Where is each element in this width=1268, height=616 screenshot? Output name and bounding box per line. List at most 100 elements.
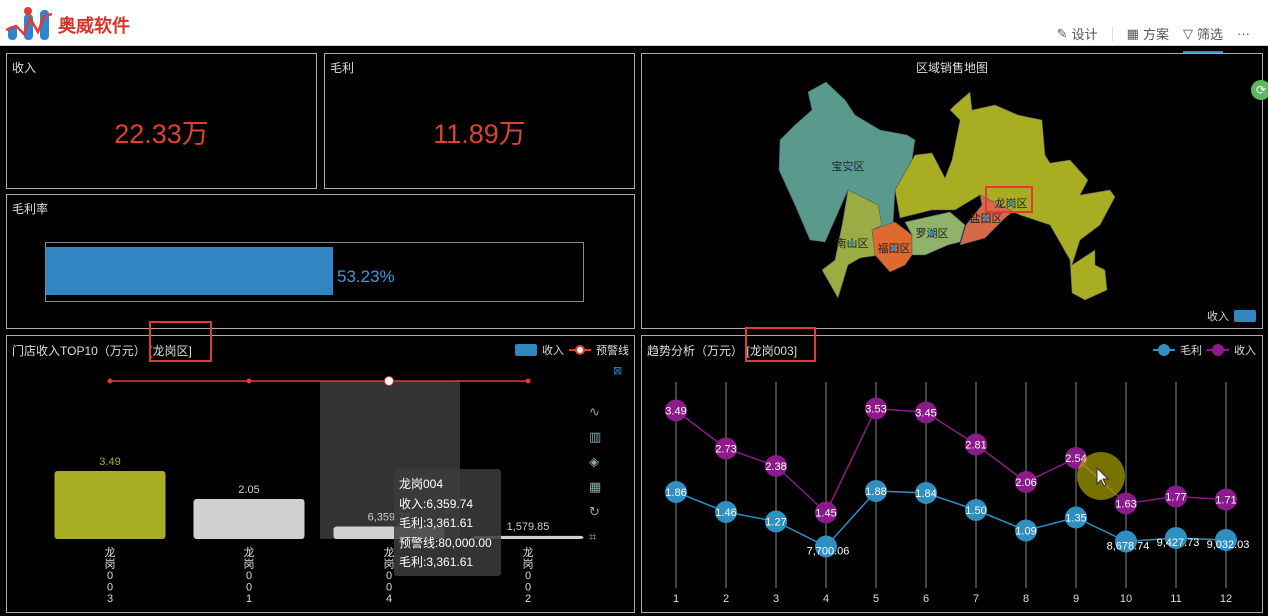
region-marker[interactable] — [849, 240, 855, 246]
data-point[interactable] — [965, 433, 987, 456]
bar-chart-icon[interactable]: ▥ — [589, 429, 602, 444]
card-title: 毛利率 — [12, 202, 49, 216]
region-marker[interactable] — [983, 215, 989, 221]
tooltip-line: 预警线:80,000.00 — [399, 535, 492, 550]
stack-icon[interactable]: ◈ — [589, 454, 599, 469]
data-point[interactable] — [1065, 506, 1087, 529]
legend-label: 收入 — [542, 345, 564, 357]
legend-label: 收入 — [1234, 345, 1256, 357]
data-point[interactable] — [1015, 519, 1037, 542]
x-axis-label: 1 — [673, 593, 679, 605]
warning-swatch — [569, 345, 591, 355]
data-point[interactable] — [715, 437, 737, 460]
data-point[interactable] — [915, 482, 937, 504]
warning-point[interactable] — [525, 378, 531, 384]
bar-legend[interactable]: 收入 预警线 — [515, 342, 629, 358]
brand-name: 奥威软件 — [58, 16, 130, 36]
map-region[interactable] — [894, 91, 1116, 301]
trend-legend[interactable]: 毛利 收入 — [1153, 342, 1256, 358]
warning-point[interactable] — [107, 378, 113, 384]
data-point[interactable] — [1015, 471, 1037, 493]
data-label: 1.45 — [815, 508, 836, 520]
x-axis-label: 龙岗 0 0 1 — [244, 546, 255, 605]
data-label: 2.54 — [1065, 453, 1086, 465]
line-chart-icon[interactable]: ∿ — [589, 404, 600, 419]
region-marker[interactable] — [891, 245, 897, 251]
map-region[interactable] — [904, 211, 966, 256]
revenue-swatch — [515, 344, 537, 356]
x-axis-label: 9 — [1073, 593, 1079, 605]
bar-value-label: 1,579.85 — [507, 521, 550, 533]
x-axis-label: 龙岗 0 0 4 — [384, 546, 395, 605]
region-marker[interactable] — [929, 230, 935, 236]
tooltip-line: 毛利:3,361.61 — [399, 516, 474, 530]
refresh-icon[interactable]: ⟳ — [1251, 80, 1268, 100]
data-point[interactable] — [915, 401, 937, 424]
map-legend[interactable]: 收入 — [1207, 308, 1256, 324]
app-header: 奥威软件 ✎ 设计 ▦ 方案 ▽ 筛选 ··· — [0, 0, 1268, 53]
data-label: 1.71 — [1215, 495, 1236, 507]
profit-card: 毛利 11.89万 — [324, 53, 635, 189]
data-point[interactable] — [1215, 488, 1237, 511]
bar[interactable] — [193, 499, 305, 539]
revenue-swatch — [1207, 344, 1229, 356]
design-button[interactable]: ✎ 设计 — [1057, 24, 1098, 43]
data-point[interactable] — [1165, 527, 1187, 549]
tile-icon[interactable]: ▦ — [589, 479, 602, 494]
data-point[interactable] — [865, 397, 887, 420]
data-label: 2.73 — [715, 444, 736, 456]
legend-label: 收入 — [1207, 311, 1229, 323]
data-label: 1.35 — [1065, 513, 1086, 525]
data-point[interactable] — [815, 535, 837, 558]
data-point[interactable] — [865, 480, 887, 502]
profit-value: 11.89万 — [433, 119, 526, 149]
bar[interactable] — [54, 470, 166, 539]
data-point[interactable] — [765, 510, 787, 533]
design-label: 设计 — [1071, 27, 1098, 42]
data-label: 1.09 — [1015, 526, 1036, 538]
x-axis-label: 11 — [1170, 593, 1181, 605]
zoom-select-icon[interactable]: ⊠ — [613, 365, 623, 377]
data-label: 8,678.74 — [1107, 541, 1150, 553]
margin-progress-fill — [46, 247, 333, 295]
more-button[interactable]: ··· — [1237, 26, 1250, 41]
x-axis-label: 5 — [873, 593, 879, 605]
x-axis-label: 3 — [773, 593, 779, 605]
data-point[interactable] — [1215, 529, 1237, 551]
data-point[interactable] — [765, 455, 787, 477]
data-point[interactable] — [1165, 485, 1187, 508]
margin-progress-track — [45, 242, 584, 302]
data-point[interactable] — [1115, 492, 1137, 515]
tooltip-line: 毛利:3,361.61 — [399, 555, 474, 569]
series-line — [675, 490, 1227, 548]
data-point[interactable] — [665, 399, 687, 422]
x-axis-label: 8 — [1023, 593, 1029, 605]
region-marker[interactable] — [845, 163, 851, 169]
x-axis-label: 4 — [823, 593, 829, 605]
filter-icon: ▽ — [1182, 25, 1193, 41]
data-label: 1.27 — [765, 517, 786, 529]
data-point[interactable] — [1115, 530, 1137, 553]
data-point[interactable] — [715, 501, 737, 523]
card-title: 收入 — [12, 61, 37, 75]
x-axis-label: 7 — [973, 593, 979, 605]
save-image-icon[interactable]: ⌗ — [589, 529, 597, 544]
restore-icon[interactable]: ↻ — [589, 504, 600, 519]
revenue-card: 收入 22.33万 — [6, 53, 317, 189]
scheme-button[interactable]: ▦ 方案 — [1127, 24, 1169, 43]
filter-button[interactable]: ▽ 筛选 — [1182, 24, 1223, 53]
data-point[interactable] — [965, 499, 987, 521]
warning-point[interactable] — [246, 378, 252, 384]
warning-point[interactable] — [384, 376, 394, 386]
data-label: 1.46 — [715, 507, 736, 519]
series-line — [675, 407, 1227, 514]
map-panel: 区域销售地图 宝安区南山区福田区罗湖区盐田区龙岗区 收入 ⟳ — [641, 53, 1268, 329]
data-point[interactable] — [665, 481, 687, 503]
shenzhen-map[interactable]: 宝安区南山区福田区罗湖区盐田区龙岗区 — [642, 54, 1262, 328]
bar-value-label: 2.05 — [238, 484, 259, 496]
line-chart[interactable]: 1 2 3 4 5 6 7 8 9 10 11 121.861.461.277,700.061.88 1… — [642, 336, 1262, 612]
data-label: 9,032.03 — [1207, 539, 1250, 551]
data-point[interactable] — [815, 501, 837, 524]
region-marker[interactable] — [1008, 200, 1014, 206]
